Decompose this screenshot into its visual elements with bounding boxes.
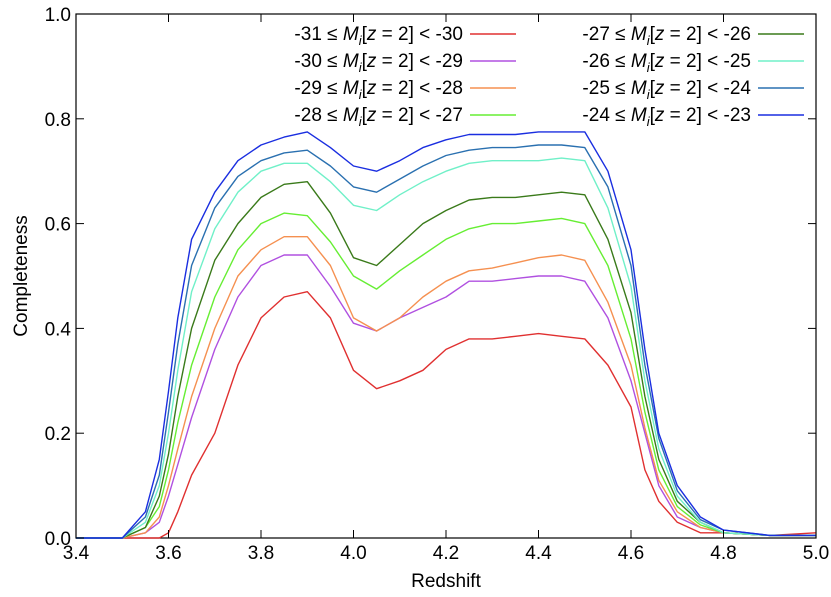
series-line-6 (76, 157, 816, 539)
legend-label-5: -27 ≤ Mi[z = 2] < -26 (582, 24, 751, 48)
x-tick-label: 3.6 (155, 543, 181, 564)
x-tick-label: 4.8 (710, 543, 736, 564)
series-line-7 (76, 144, 816, 539)
legend-label-3: -29 ≤ Mi[z = 2] < -28 (294, 78, 463, 102)
x-axis-label: Redshift (411, 571, 481, 592)
legend-label-6: -26 ≤ Mi[z = 2] < -25 (582, 51, 751, 75)
y-tick-label: 0.2 (45, 424, 71, 445)
y-tick-label: 1.0 (45, 5, 71, 26)
y-tick-label: 0.4 (45, 319, 72, 340)
x-tick-label: 3.8 (248, 543, 274, 564)
series-line-4 (76, 212, 816, 539)
legend-label-2: -30 ≤ Mi[z = 2] < -29 (294, 51, 463, 75)
x-tick-label: 4.4 (525, 543, 552, 564)
y-axis-label: Completeness (11, 215, 32, 336)
tick-layer: 3.4 3.6 3.8 4.0 4.2 4.4 4.6 4.8 5.0 0.0 0.2 0.4 0.6 0… (45, 5, 830, 564)
legend-label-8: -24 ≤ Mi[z = 2] < -23 (582, 105, 751, 129)
y-tick-label: 0.6 (45, 215, 71, 236)
legend-label-7: -25 ≤ Mi[z = 2] < -24 (582, 78, 751, 102)
y-tick-label: 0.0 (45, 529, 71, 550)
series-line-2 (76, 254, 816, 539)
series-line-3 (76, 235, 816, 539)
x-tick-label: 4.6 (618, 543, 644, 564)
y-tick-label: 0.8 (45, 110, 71, 131)
x-tick-label: 4.2 (433, 543, 459, 564)
legend: -31 ≤ Mi[z = 2] < -30 -30 ≤ Mi[z = 2] < -… (294, 24, 804, 129)
series-line-5 (76, 180, 816, 539)
x-tick-label: 4.0 (340, 543, 366, 564)
series-line-1 (76, 291, 817, 539)
x-tick-label: 5.0 (803, 543, 829, 564)
legend-label-4: -28 ≤ Mi[z = 2] < -27 (294, 105, 463, 129)
legend-label-1: -31 ≤ Mi[z = 2] < -30 (294, 24, 463, 48)
x-tick-label: 3.4 (63, 543, 90, 564)
series-layer (76, 131, 817, 539)
series-line-8 (76, 131, 816, 539)
